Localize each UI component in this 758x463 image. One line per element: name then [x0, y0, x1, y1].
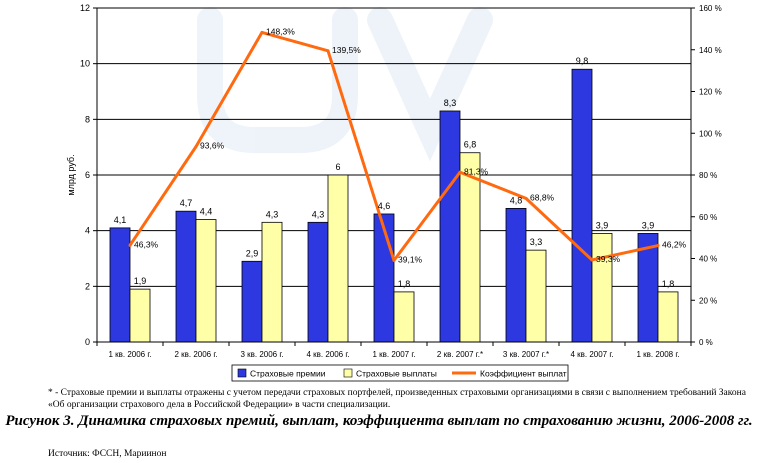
bar-payout-label: 4,4 [200, 207, 213, 217]
ratio-label: 46,2% [662, 240, 687, 250]
ratio-point [458, 170, 462, 174]
ratio-label: 81,3% [464, 166, 489, 176]
bar-payout-label: 1,8 [398, 279, 411, 289]
ratio-line [128, 30, 660, 262]
x-tick-label: 1 кв. 2006 г. [108, 350, 151, 359]
bar-payout [591, 233, 613, 343]
ratio-point [194, 145, 198, 149]
y2-tick-label: 60 % [699, 213, 717, 222]
ratio-label: 39,3% [596, 254, 621, 264]
bar-premium-label: 3,9 [642, 220, 655, 230]
ratio-label: 139,5% [332, 45, 361, 55]
ratio-label: 46,3% [134, 239, 159, 249]
legend-label-premium: Страховые премии [250, 369, 326, 379]
ratio-point [128, 243, 132, 247]
bar-payout [195, 219, 217, 343]
bar-payout-label: 6 [335, 162, 340, 172]
bar-payout-label: 4,3 [266, 209, 279, 219]
bar-premium-label: 2,9 [246, 248, 259, 258]
y2-tick-label: 0 % [699, 338, 713, 347]
ratio-point [656, 244, 660, 248]
bar-payout-label: 3,3 [530, 237, 543, 247]
legend: Страховые премии Страховые выплаты Коэффиц… [231, 364, 569, 382]
ratio-label: 148,3% [266, 26, 295, 36]
bar-payout [327, 174, 349, 343]
ratio-label: 39,1% [398, 254, 423, 264]
bar-payout [525, 249, 547, 343]
y-axis-label: млрд руб. [66, 154, 76, 195]
y2-tick-label: 160 % [699, 4, 722, 13]
bar-premium-label: 4,7 [180, 198, 193, 208]
bar-payout-label: 1,8 [662, 279, 675, 289]
bar-premium [505, 207, 527, 343]
y2-tick-label: 80 % [699, 171, 717, 180]
bar-premium-label: 8,3 [444, 98, 457, 108]
bar-payout [393, 291, 415, 343]
ratio-point [392, 258, 396, 262]
bar-premium-label: 4,6 [378, 201, 391, 211]
y-tick-label: 4 [85, 226, 90, 236]
bar-payout [657, 291, 679, 343]
bar-premium [175, 210, 197, 343]
x-tick-label: 3 кв. 2006 г. [240, 350, 283, 359]
bar-premium [307, 221, 329, 343]
bar-premium-label: 4,1 [114, 215, 127, 225]
bar-payout [459, 152, 481, 343]
figure-caption: Рисунок 3. Динамика страховых премий, вы… [5, 413, 753, 429]
x-tick-label: 4 кв. 2007 г. [570, 350, 613, 359]
y-tick-label: 12 [80, 3, 90, 13]
bar-payout-label: 1,9 [134, 276, 147, 286]
legend-label-ratio: Коэффициент выплат [480, 369, 567, 379]
bar-payout-label: 3,9 [596, 220, 609, 230]
x-tick-label: 1 кв. 2008 г. [636, 350, 679, 359]
y2-tick-label: 120 % [699, 88, 722, 97]
x-tick-label: 4 кв. 2006 г. [306, 350, 349, 359]
bar-premium-label: 4,8 [510, 195, 523, 205]
y2-tick-label: 140 % [699, 46, 722, 55]
bar-payout [129, 288, 151, 343]
bar-premium-label: 9,8 [576, 56, 589, 66]
data-labels: 4,1 1,9 4,7 4,4 2,9 4,3 4,3 6 4,6 1,8 8,3 6,8 4,8 3,3… [114, 26, 687, 288]
x-tick-label: 2 кв. 2006 г. [174, 350, 217, 359]
y-tick-label: 10 [80, 59, 90, 69]
y2-tick-label: 40 % [699, 255, 717, 264]
bar-premium [109, 227, 131, 343]
bar-premium [439, 110, 461, 343]
bar-premium-label: 4,3 [312, 209, 325, 219]
y-tick-label: 0 [85, 337, 90, 347]
y2-tick-label: 20 % [699, 296, 717, 305]
footnote: * - Страховые премии и выплаты отражены … [48, 388, 746, 410]
x-tick-label: 3 кв. 2007 г.* [503, 350, 549, 359]
bar-premium [241, 260, 263, 343]
legend-label-payout: Страховые выплаты [356, 369, 437, 379]
legend-swatch-payout [343, 368, 353, 378]
ratio-point [590, 258, 594, 262]
y2-tick-label: 100 % [699, 129, 722, 138]
watermark [197, 7, 493, 162]
ratio-point [260, 30, 264, 34]
bar-payout [261, 221, 283, 343]
source-note: Источник: ФССН, Мариинон [48, 449, 167, 459]
premium-bars [109, 68, 659, 343]
ratio-point [524, 196, 528, 200]
bar-payout-label: 6,8 [464, 140, 477, 150]
y-tick-label: 6 [85, 170, 90, 180]
y-tick-label: 2 [85, 281, 90, 291]
bar-premium [571, 68, 593, 343]
x-tick-label: 2 кв. 2007 г.* [437, 350, 483, 359]
y-tick-label: 8 [85, 114, 90, 124]
x-tick-label: 1 кв. 2007 г. [372, 350, 415, 359]
legend-box [231, 364, 569, 382]
ratio-label: 68,8% [530, 192, 555, 202]
legend-swatch-premium [237, 368, 247, 378]
ratio-point [326, 49, 330, 53]
ratio-label: 93,6% [200, 141, 225, 151]
